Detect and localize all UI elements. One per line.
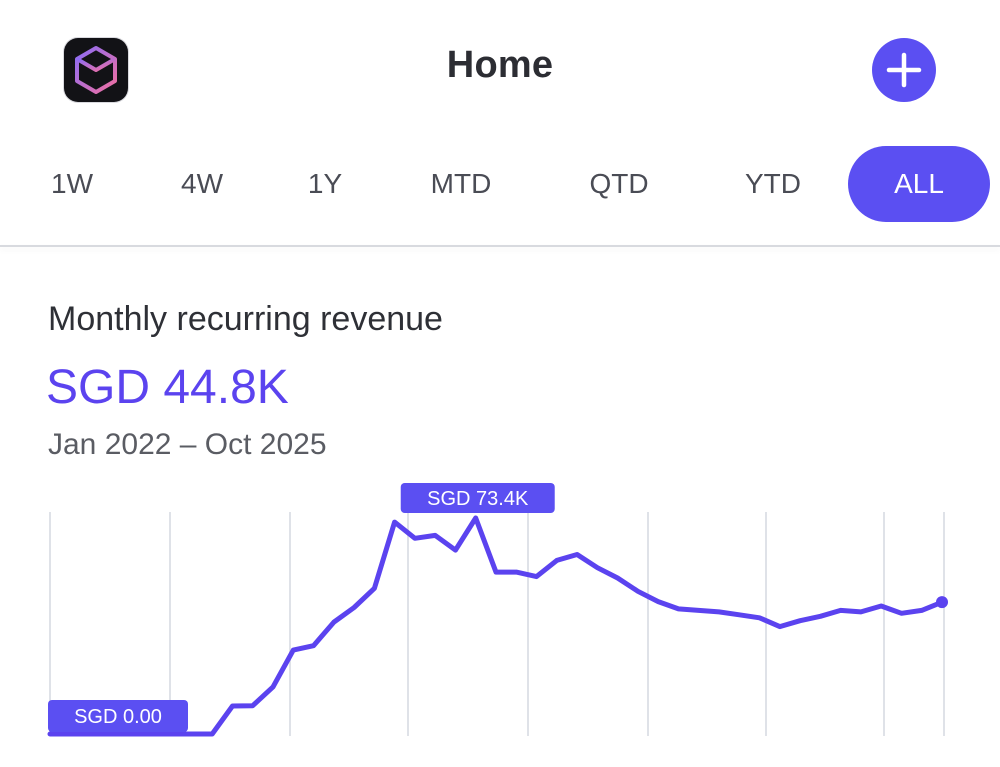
tab-ytd[interactable]: YTD [745,168,801,199]
header-divider [0,245,1000,247]
cube-app-icon[interactable] [64,38,128,102]
metric-date-range: Jan 2022 – Oct 2025 [48,428,327,461]
range-tabs: 1W 4W 1Y MTD QTD YTD ALL [0,146,1000,222]
plus-icon [886,52,922,88]
series-line [47,515,945,737]
last-point-marker [936,596,948,609]
tab-qtd[interactable]: QTD [589,168,649,199]
tab-4w[interactable]: 4W [181,168,223,199]
tab-mtd[interactable]: MTD [430,168,492,199]
tab-1y[interactable]: 1Y [307,168,343,199]
tab-1w[interactable]: 1W [51,168,93,199]
chart-svg: SGD 73.4K SGD 0.00 [47,483,948,737]
header: Home [0,0,1000,130]
min-value-label: SGD 0.00 [48,700,188,732]
page-title: Home [446,44,554,86]
metric-value: SGD 44.8K [46,361,289,414]
max-value-label-text: SGD 73.4K [427,488,529,510]
tab-all[interactable]: ALL [848,146,990,222]
min-value-label-text: SGD 0.00 [74,706,162,728]
metric-title: Monthly recurring revenue [48,300,443,338]
add-button[interactable] [872,38,936,102]
mrr-chart[interactable]: SGD 73.4K SGD 0.00 [0,480,1000,767]
max-value-label: SGD 73.4K [400,483,555,513]
